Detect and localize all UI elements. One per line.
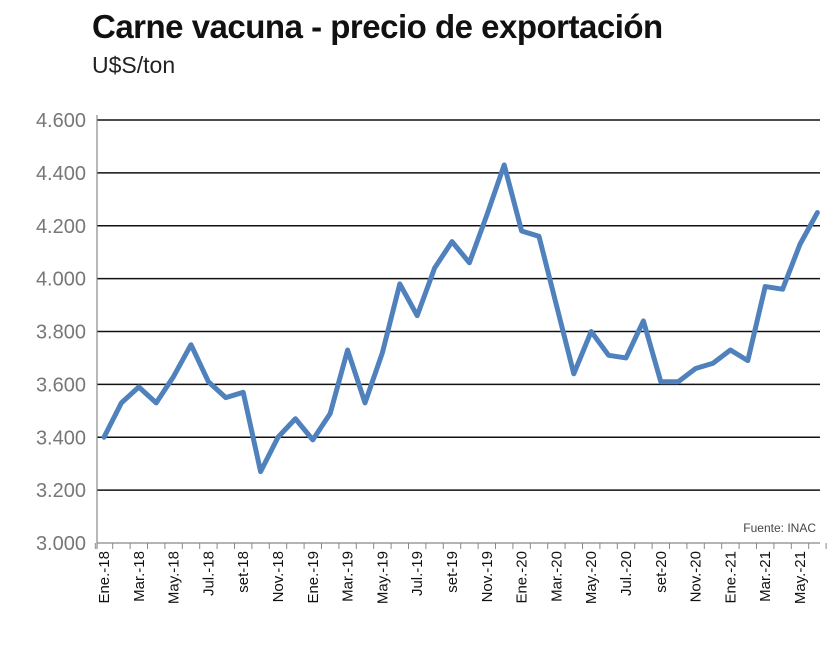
data-point [364, 402, 366, 404]
y-tick-label: 3.000 [36, 533, 86, 555]
data-point [468, 262, 470, 264]
x-tick-label: Mar.-18 [131, 551, 148, 602]
x-tick-label: Jul.-18 [200, 551, 217, 596]
data-point [347, 349, 349, 351]
data-point [329, 412, 331, 414]
y-tick-label: 3.400 [36, 427, 86, 449]
data-point [173, 375, 175, 377]
data-point [416, 315, 418, 317]
data-point [277, 436, 279, 438]
data-point [747, 360, 749, 362]
x-tick-label: Mar.-19 [340, 551, 357, 602]
y-tick-label: 4.400 [36, 163, 86, 185]
chart-subtitle: U$S/ton [92, 52, 176, 78]
data-point [729, 349, 731, 351]
x-tick-label: May.-18 [166, 551, 183, 604]
price-series-line [101, 162, 820, 475]
data-point [294, 418, 296, 420]
x-tick-label: Ene.-18 [96, 551, 113, 604]
data-point [225, 397, 227, 399]
data-point [486, 214, 488, 216]
data-point [590, 331, 592, 332]
x-tick-label: Nov.-18 [270, 551, 287, 602]
data-point [451, 241, 453, 243]
data-point [207, 381, 209, 383]
y-tick-label: 4.600 [36, 110, 86, 132]
data-point [242, 391, 244, 393]
data-point [608, 354, 610, 356]
x-tick-label: set-19 [444, 551, 461, 593]
x-tick-label: May.-21 [792, 551, 809, 604]
y-tick-label: 4.000 [36, 269, 86, 291]
x-tick-label: Ene.-19 [305, 551, 322, 604]
x-tick-label: Ene.-20 [514, 551, 531, 604]
data-point [799, 243, 801, 245]
data-point [555, 304, 557, 306]
data-point [712, 362, 714, 364]
data-point [521, 230, 523, 232]
data-point [677, 381, 679, 383]
data-point [625, 357, 627, 359]
x-tick-label: set-18 [235, 551, 252, 593]
data-point [138, 386, 140, 388]
y-tick-label: 3.800 [36, 322, 86, 344]
x-tick-label: May.-20 [583, 551, 600, 604]
data-point [120, 402, 122, 404]
data-point [660, 381, 662, 383]
x-tick-label: Ene.-21 [722, 551, 739, 604]
data-point [399, 283, 401, 285]
x-tick-label: set-20 [653, 551, 670, 593]
x-tick-label: Nov.-19 [479, 551, 496, 602]
x-tick-label: Mar.-20 [548, 551, 565, 602]
x-tick-label: Nov.-20 [688, 551, 705, 602]
data-point [155, 402, 157, 404]
x-tick-label: Jul.-20 [618, 551, 635, 596]
y-tick-label: 4.200 [36, 216, 86, 238]
data-point [312, 439, 314, 441]
y-tick-label: 3.600 [36, 374, 86, 396]
x-tick-label: Mar.-21 [757, 551, 774, 602]
data-point [642, 320, 644, 322]
x-tick-label: Jul.-19 [409, 551, 426, 596]
data-point [503, 164, 505, 166]
x-tick-label: May.-19 [374, 551, 391, 604]
data-point [764, 286, 766, 288]
data-point [103, 436, 105, 438]
data-point [782, 288, 784, 290]
source-note: Fuente: INAC [743, 521, 816, 535]
chart-title: Carne vacuna - precio de exportación [92, 8, 663, 45]
data-point [434, 267, 436, 269]
data-point [573, 373, 575, 375]
data-point [260, 471, 262, 473]
data-point [538, 235, 540, 237]
data-point [190, 344, 192, 346]
data-point [695, 368, 697, 370]
data-point [816, 212, 818, 214]
data-point [381, 352, 383, 354]
y-tick-label: 3.200 [36, 480, 86, 502]
